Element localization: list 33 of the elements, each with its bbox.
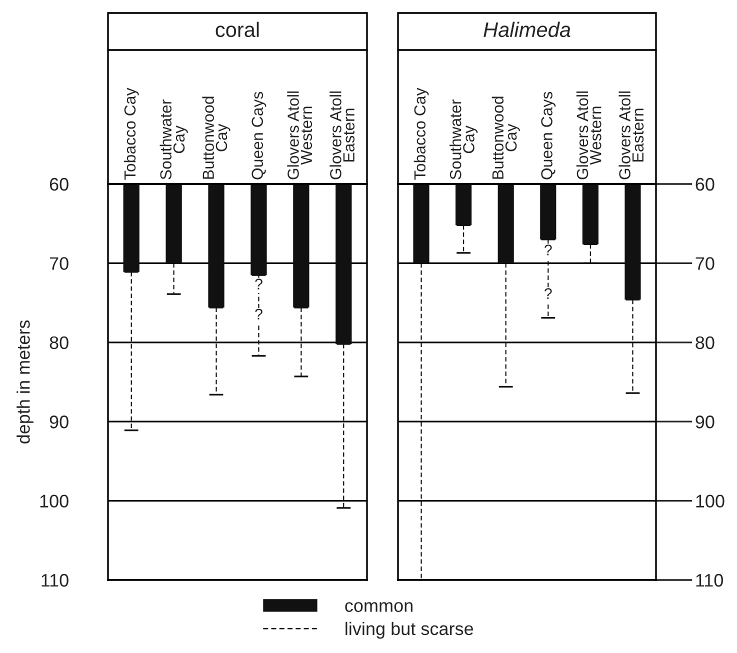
- x-tick-label: Glovers Atoll Eastern: [330, 91, 355, 180]
- x-tick-label: Southwater Cay: [450, 100, 478, 180]
- x-tick-label: Buttonwood Cay: [492, 96, 520, 179]
- annotation: ?: [544, 288, 552, 299]
- y-axis-title: depth in meters: [16, 320, 34, 444]
- annotation: ?: [255, 278, 262, 290]
- y-tick-label: 80: [50, 336, 68, 350]
- x-tick-label: Tobacco Cay: [414, 88, 429, 180]
- chart-title: coral: [216, 22, 259, 38]
- y-tick-label: 110: [696, 574, 723, 587]
- y-tick-label: 60: [696, 178, 714, 191]
- y-tick-label: 60: [50, 178, 68, 191]
- x-tick-label: Southwater Cay: [160, 100, 188, 180]
- x-tick-label: Glovers Atoll Western: [287, 91, 312, 180]
- x-tick-label: Glovers Atoll Western: [576, 91, 602, 180]
- annotation: ?: [255, 308, 262, 320]
- y-tick-label: 70: [50, 257, 68, 270]
- y-tick-label: 100: [40, 494, 68, 508]
- x-tick-label: Queen Cays: [252, 92, 266, 180]
- legend-label: common: [345, 602, 412, 612]
- x-tick-label: Queen Cays: [541, 92, 556, 180]
- x-tick-label: Glovers Atoll Eastern: [618, 91, 644, 180]
- chart-title: Halimeda: [484, 22, 570, 38]
- x-tick-label: Buttonwood Cay: [202, 96, 230, 179]
- x-tick-label: Tobacco Cay: [124, 88, 139, 180]
- y-tick-label: 110: [42, 574, 68, 587]
- annotation: ?: [544, 244, 552, 256]
- y-tick-label: 90: [696, 416, 714, 428]
- text: living but scarse: [346, 622, 474, 639]
- y-tick-label: 80: [696, 336, 714, 350]
- y-tick-label: 70: [696, 257, 714, 270]
- y-tick-label: 90: [50, 416, 68, 428]
- y-tick-label: 100: [696, 494, 724, 508]
